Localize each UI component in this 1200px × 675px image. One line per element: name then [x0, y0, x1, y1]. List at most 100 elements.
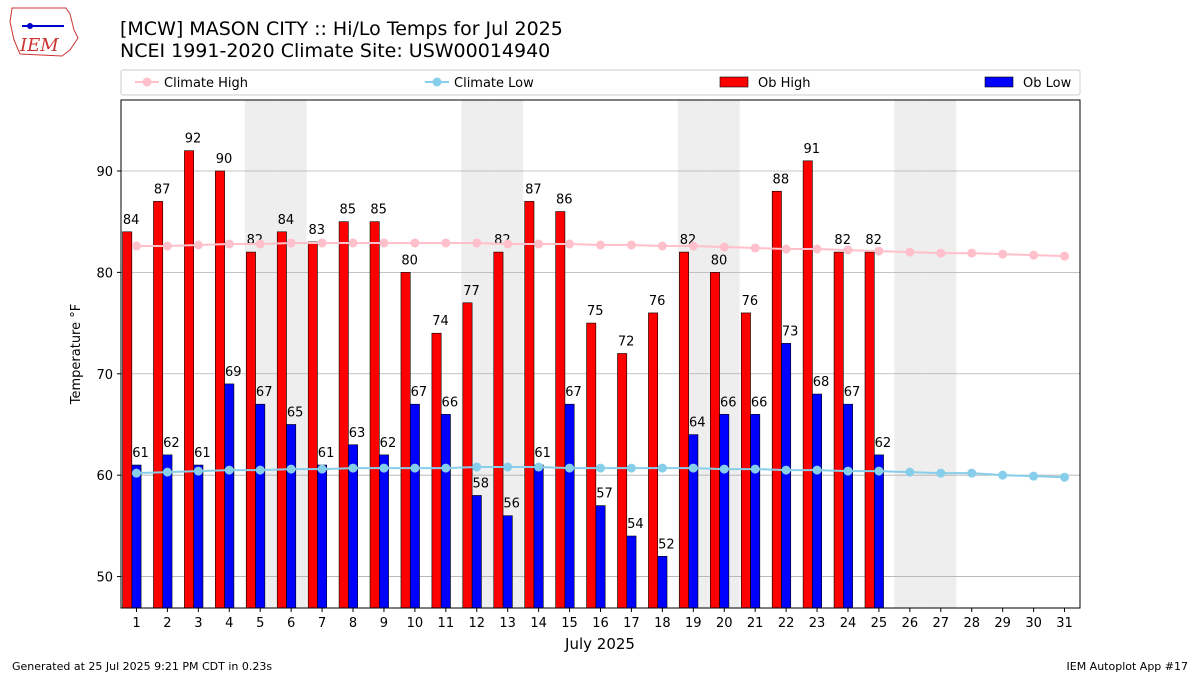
- data-label: 52: [658, 537, 675, 552]
- series-marker: [781, 244, 791, 254]
- series-marker: [688, 241, 698, 251]
- x-tick-label: 9: [380, 616, 388, 631]
- data-label: 86: [556, 193, 573, 208]
- bar: [812, 393, 822, 609]
- bar: [131, 464, 142, 609]
- x-tick-label: 14: [530, 616, 547, 631]
- legend-label: Climate Low: [454, 76, 534, 91]
- data-label: 76: [649, 294, 666, 309]
- bar: [369, 221, 380, 609]
- series-marker: [503, 239, 513, 249]
- x-tick-label: 29: [994, 616, 1011, 631]
- series-marker: [812, 465, 822, 475]
- weekend-band: [894, 100, 926, 608]
- series-marker: [719, 242, 729, 252]
- series-marker: [565, 463, 575, 473]
- bar: [255, 403, 266, 609]
- series-marker: [224, 465, 234, 475]
- bar: [122, 231, 133, 609]
- series-marker: [1060, 251, 1070, 261]
- data-label: 87: [525, 182, 542, 197]
- bar: [502, 515, 513, 609]
- x-tick-label: 23: [809, 616, 826, 631]
- bar: [648, 312, 659, 609]
- data-label: 67: [411, 385, 428, 400]
- data-label: 72: [618, 334, 635, 349]
- legend-box: [120, 69, 1081, 96]
- x-tick-label: 24: [840, 616, 857, 631]
- data-label: 66: [442, 395, 459, 410]
- series-marker: [626, 240, 636, 250]
- series-marker: [286, 238, 296, 248]
- x-tick-label: 19: [685, 616, 702, 631]
- bar: [533, 464, 544, 609]
- data-label: 66: [751, 395, 768, 410]
- footer-left: Generated at 25 Jul 2025 9:21 PM CDT in …: [12, 660, 272, 673]
- series-marker: [874, 246, 884, 256]
- series-marker: [472, 462, 482, 472]
- data-label: 82: [834, 233, 851, 248]
- chart-title: [MCW] MASON CITY :: Hi/Lo Temps for Jul …: [120, 18, 563, 40]
- data-label: 62: [875, 436, 892, 451]
- data-label: 61: [318, 446, 335, 461]
- data-label: 80: [401, 253, 418, 268]
- series-marker: [441, 463, 451, 473]
- series-marker: [348, 238, 358, 248]
- data-label: 62: [163, 436, 180, 451]
- series-marker: [534, 462, 544, 472]
- x-tick-label: 28: [963, 616, 980, 631]
- bar: [802, 160, 813, 609]
- bar: [493, 251, 504, 609]
- logo-text: IEM: [19, 35, 59, 56]
- x-tick-label: 6: [287, 616, 295, 631]
- data-label: 61: [534, 446, 551, 461]
- series-marker: [905, 247, 915, 257]
- bar: [679, 251, 689, 609]
- series-marker: [967, 248, 977, 258]
- bar: [595, 505, 606, 609]
- bar: [286, 424, 297, 609]
- bar: [153, 201, 164, 609]
- data-label: 80: [711, 253, 728, 268]
- data-label: 85: [370, 203, 387, 218]
- bar: [276, 231, 287, 609]
- x-tick-label: 20: [716, 616, 733, 631]
- x-tick-label: 15: [561, 616, 578, 631]
- x-tick-label: 7: [318, 616, 326, 631]
- bar: [224, 383, 235, 609]
- series-marker: [255, 465, 265, 475]
- bar: [555, 211, 566, 609]
- bar: [462, 302, 473, 609]
- x-tick-label: 1: [132, 616, 140, 631]
- legend-label: Climate High: [164, 76, 248, 91]
- series-marker: [967, 468, 977, 478]
- x-axis-label: July 2025: [564, 635, 635, 653]
- data-label: 67: [565, 385, 582, 400]
- logo: IEM: [9, 7, 79, 57]
- data-label: 67: [256, 385, 273, 400]
- series-marker: [936, 248, 946, 258]
- y-tick-label: 60: [96, 469, 113, 484]
- x-tick-label: 3: [194, 616, 202, 631]
- y-tick-label: 70: [96, 368, 113, 383]
- legend-label: Ob High: [758, 76, 811, 91]
- series-marker: [843, 466, 853, 476]
- bar: [843, 403, 853, 609]
- series-marker: [626, 463, 636, 473]
- bar: [781, 343, 792, 609]
- data-label: 85: [339, 203, 356, 218]
- data-label: 68: [813, 375, 830, 390]
- y-tick-label: 50: [96, 571, 113, 586]
- bar: [740, 312, 751, 609]
- bar: [400, 272, 411, 609]
- data-label: 63: [349, 426, 366, 441]
- series-marker: [193, 240, 203, 250]
- series-marker: [688, 463, 698, 473]
- x-tick-label: 22: [778, 616, 795, 631]
- x-tick-label: 2: [163, 616, 171, 631]
- series-marker: [812, 244, 822, 254]
- data-label: 82: [865, 233, 882, 248]
- chart-subtitle: NCEI 1991-2020 Climate Site: USW00014940: [120, 40, 550, 62]
- bar: [873, 454, 884, 609]
